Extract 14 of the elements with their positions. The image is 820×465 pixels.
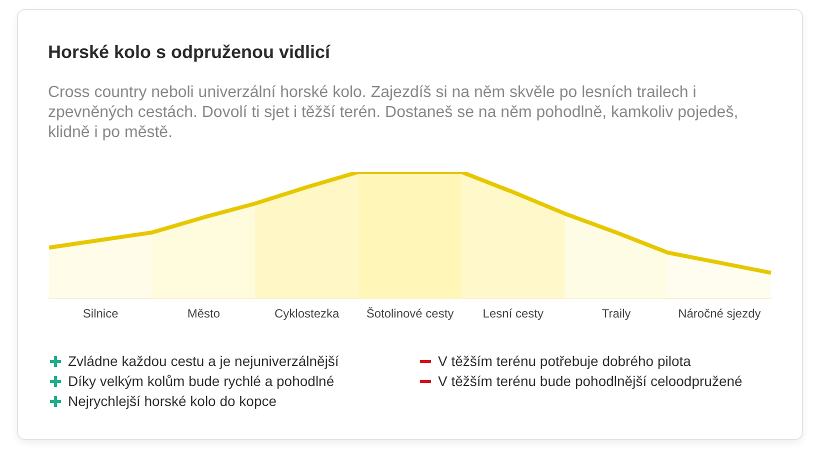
text: Nejrychlejší horské kolo do kopce	[68, 392, 277, 411]
text: V těžším terénu potřebuje dobrého pilota	[438, 352, 691, 371]
text: Zvládne každou cestu a je nejuniverzálnější	[68, 352, 339, 371]
chart-title: Horské kolo s odpruženou vidlicí	[48, 41, 330, 63]
text: Díky velkým kolům bude rychlé a pohodlné	[68, 372, 334, 391]
x-tick-label: Lesní cesty	[482, 306, 544, 321]
x-tick-label: Náročné sjezdy	[678, 306, 761, 321]
chart-subtitle: Cross country neboli univerzální horské kolo. Zajezdíš si na něm skvěle po lesních trailech i zpevněných cestách. Dovolí ti sjet i těžší terén. Dostaneš se na něm pohodlně, kamkoliv pojedeš, klidně i po městě.	[48, 83, 740, 143]
x-tick-label: Silnice	[82, 306, 119, 321]
x-tick-label: Traily	[602, 306, 631, 321]
x-tick-label: Město	[187, 306, 220, 321]
text: V těžším terénu bude pohodlnější celoodpružené	[438, 372, 742, 391]
x-tick-label: Cyklostezka	[274, 306, 340, 321]
x-tick-label: Šotolinové cesty	[366, 306, 454, 321]
